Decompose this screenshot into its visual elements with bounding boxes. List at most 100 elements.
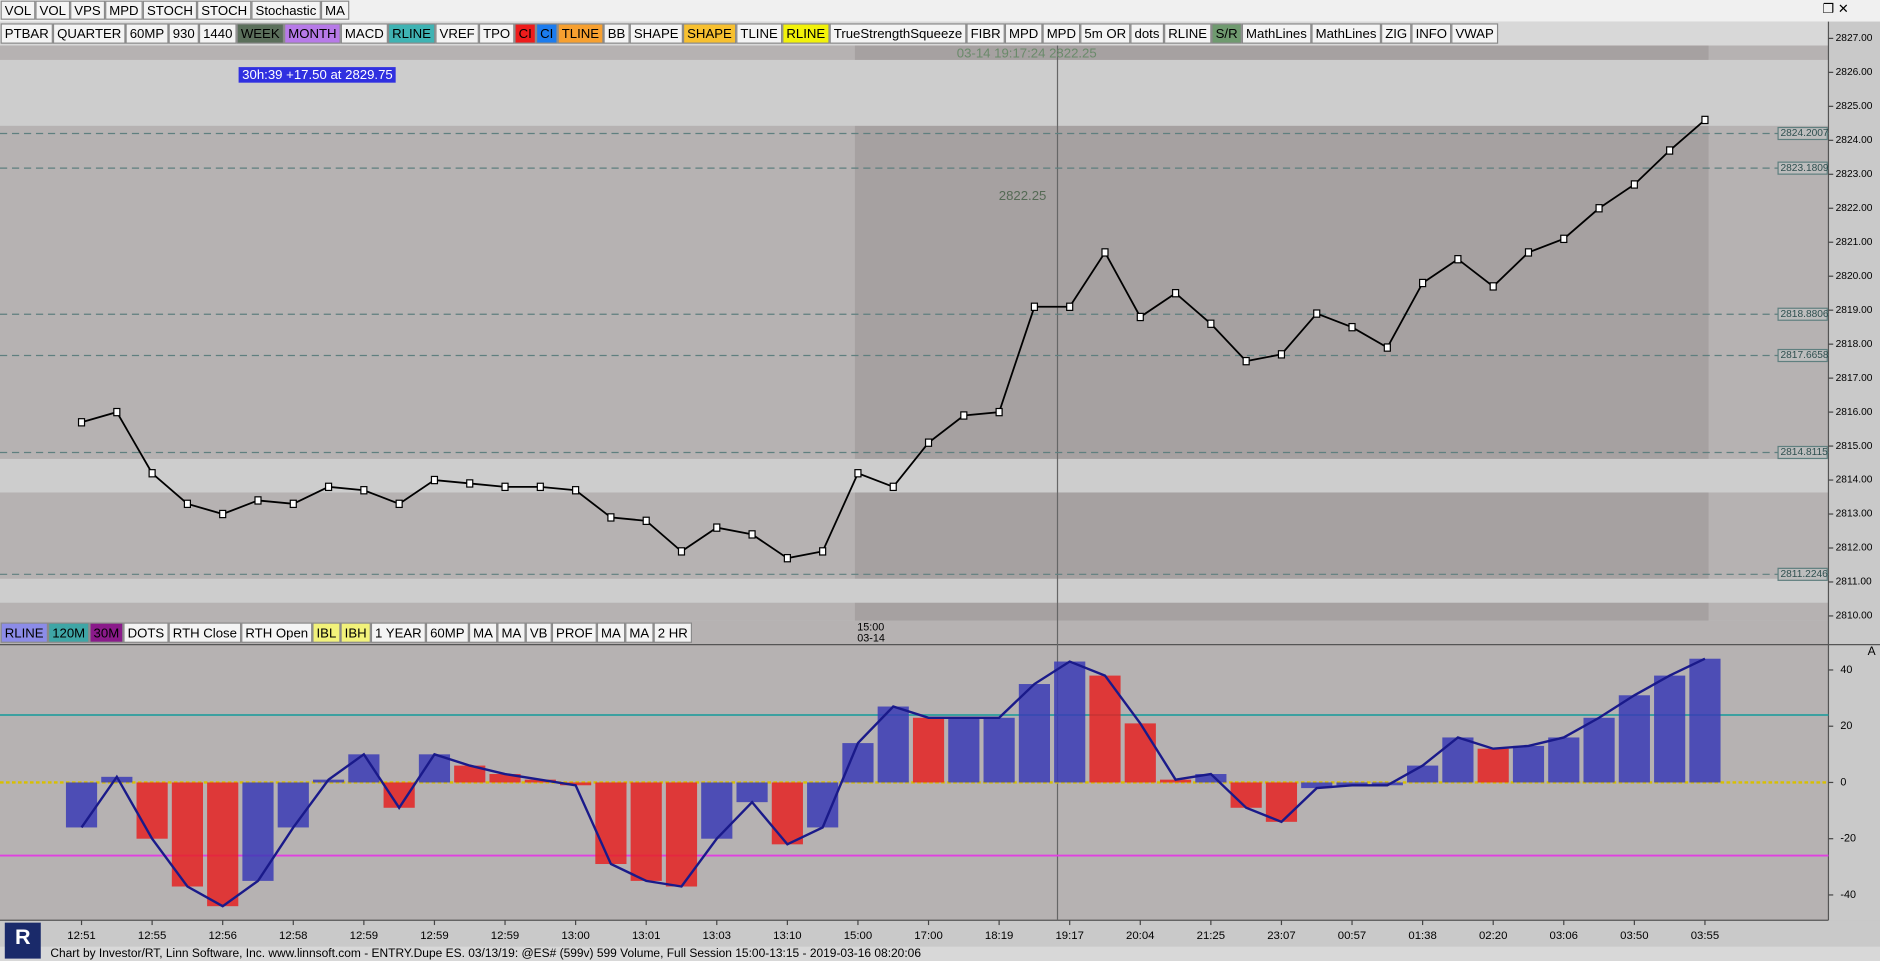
toolbar-button[interactable] xyxy=(1411,23,1452,44)
button-label[interactable]: IBL xyxy=(317,625,337,640)
button-label[interactable]: 30M xyxy=(94,625,120,640)
button-label[interactable]: VOL xyxy=(5,3,31,18)
toolbar-button[interactable] xyxy=(653,622,693,643)
toolbar-button[interactable] xyxy=(35,0,71,20)
toolbar-button[interactable] xyxy=(142,0,198,20)
button-label[interactable]: STOCH xyxy=(201,3,247,18)
button-label[interactable]: SHAPE xyxy=(634,26,679,41)
button-label[interactable]: S/R xyxy=(1216,26,1238,41)
toolbar-button[interactable] xyxy=(435,23,479,44)
toolbar-button[interactable] xyxy=(123,622,169,643)
button-label[interactable]: dots xyxy=(1135,26,1160,41)
toolbar-button[interactable] xyxy=(535,23,558,44)
toolbar-button[interactable] xyxy=(340,622,371,643)
button-label[interactable]: VPS xyxy=(74,3,101,18)
toolbar-button[interactable] xyxy=(525,622,552,643)
button-label[interactable]: MA xyxy=(325,3,345,18)
toolbar-button[interactable] xyxy=(340,23,388,44)
toolbar-button[interactable] xyxy=(1381,23,1412,44)
button-label[interactable]: MONTH xyxy=(288,26,336,41)
button-label[interactable]: MA xyxy=(501,625,521,640)
toolbar-button[interactable] xyxy=(241,622,313,643)
toolbar-button[interactable] xyxy=(425,622,469,643)
button-label[interactable]: MA xyxy=(629,625,649,640)
toolbar-button[interactable] xyxy=(89,622,124,643)
button-label[interactable]: QUARTER xyxy=(57,26,121,41)
button-label[interactable]: RTH Open xyxy=(245,625,308,640)
toolbar-button[interactable] xyxy=(1004,23,1043,44)
toolbar-button[interactable] xyxy=(251,0,321,20)
button-label[interactable]: VWAP xyxy=(1455,26,1494,41)
toolbar-button[interactable] xyxy=(105,0,143,20)
toolbar-button[interactable] xyxy=(1311,23,1382,44)
toolbar-button[interactable] xyxy=(312,622,341,643)
toolbar-button[interactable] xyxy=(168,23,199,44)
button-label[interactable]: CI xyxy=(540,26,553,41)
toolbar-button[interactable] xyxy=(829,23,967,44)
button-label[interactable]: SHAPE xyxy=(687,26,732,41)
button-label[interactable]: STOCH xyxy=(147,3,193,18)
button-label[interactable]: FIBR xyxy=(971,26,1001,41)
toolbar-button[interactable] xyxy=(387,23,436,44)
toolbar-button[interactable] xyxy=(682,23,737,44)
toolbar-button[interactable] xyxy=(1211,23,1242,44)
button-label[interactable]: TrueStrengthSqueeze xyxy=(834,26,962,41)
button-label[interactable]: RLINE xyxy=(1168,26,1207,41)
toolbar-button[interactable] xyxy=(557,23,604,44)
toolbar-button[interactable] xyxy=(198,23,237,44)
button-label[interactable]: MathLines xyxy=(1246,26,1307,41)
button-label[interactable]: INFO xyxy=(1416,26,1447,41)
button-label[interactable]: PROF xyxy=(556,625,593,640)
button-label[interactable]: WEEK xyxy=(241,26,280,41)
toolbar-button[interactable] xyxy=(625,622,654,643)
toolbar-button[interactable] xyxy=(514,23,536,44)
button-label[interactable]: 1440 xyxy=(203,26,232,41)
button-label[interactable]: MA xyxy=(601,625,621,640)
button-label[interactable]: RLINE xyxy=(786,26,825,41)
toolbar-button[interactable] xyxy=(736,23,783,44)
toolbar-button[interactable] xyxy=(478,23,515,44)
button-label[interactable]: BB xyxy=(608,26,626,41)
button-label[interactable]: TLINE xyxy=(562,26,600,41)
button-label[interactable]: ZIG xyxy=(1385,26,1407,41)
toolbar-button[interactable] xyxy=(70,0,106,20)
button-label[interactable]: CI xyxy=(519,26,532,41)
toolbar-button[interactable] xyxy=(603,23,630,44)
button-label[interactable]: 60MP xyxy=(430,625,465,640)
button-label[interactable]: 5m OR xyxy=(1084,26,1126,41)
toolbar-button[interactable] xyxy=(0,622,49,643)
button-label[interactable]: TLINE xyxy=(740,26,778,41)
button-label[interactable]: VOL xyxy=(40,3,66,18)
toolbar-button[interactable] xyxy=(0,23,53,44)
button-label[interactable]: VREF xyxy=(440,26,475,41)
toolbar-button[interactable] xyxy=(966,23,1005,44)
toolbar-button[interactable] xyxy=(1164,23,1212,44)
button-label[interactable]: 930 xyxy=(173,26,195,41)
window-controls[interactable]: ❐ ✕ xyxy=(1822,1,1849,16)
button-label[interactable]: MathLines xyxy=(1316,26,1377,41)
toolbar-button[interactable] xyxy=(125,23,169,44)
toolbar-button[interactable] xyxy=(629,23,683,44)
toolbar-button[interactable] xyxy=(468,622,498,643)
toolbar-button[interactable] xyxy=(551,622,597,643)
toolbar-button[interactable] xyxy=(1130,23,1165,44)
toolbar-button[interactable] xyxy=(497,622,526,643)
button-label[interactable]: 1 YEAR xyxy=(375,625,422,640)
toolbar-button[interactable] xyxy=(168,622,242,643)
toolbar-button[interactable] xyxy=(320,0,350,20)
button-label[interactable]: DOTS xyxy=(128,625,165,640)
toolbar-button[interactable] xyxy=(197,0,252,20)
button-label[interactable]: MPD xyxy=(1009,26,1038,41)
toolbar-button[interactable] xyxy=(1042,23,1081,44)
toolbar-button[interactable] xyxy=(48,622,90,643)
button-label[interactable]: MACD xyxy=(345,26,384,41)
toolbar-button[interactable] xyxy=(236,23,285,44)
button-label[interactable]: RTH Close xyxy=(173,625,237,640)
toolbar-button[interactable] xyxy=(284,23,341,44)
button-label[interactable]: 2 HR xyxy=(658,625,688,640)
button-label[interactable]: RLINE xyxy=(392,26,431,41)
button-label[interactable]: VB xyxy=(530,625,548,640)
toolbar-button[interactable] xyxy=(596,622,626,643)
toolbar-button[interactable] xyxy=(1241,23,1312,44)
button-label[interactable]: MPD xyxy=(1047,26,1076,41)
